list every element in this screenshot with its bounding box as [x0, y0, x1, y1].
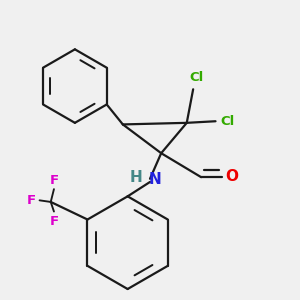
Text: H: H	[129, 170, 142, 185]
Text: F: F	[50, 174, 58, 187]
Text: N: N	[148, 172, 161, 187]
Text: Cl: Cl	[220, 115, 235, 128]
Text: Cl: Cl	[189, 71, 203, 85]
Text: F: F	[27, 194, 36, 207]
Text: F: F	[50, 215, 58, 228]
Text: O: O	[225, 169, 238, 184]
